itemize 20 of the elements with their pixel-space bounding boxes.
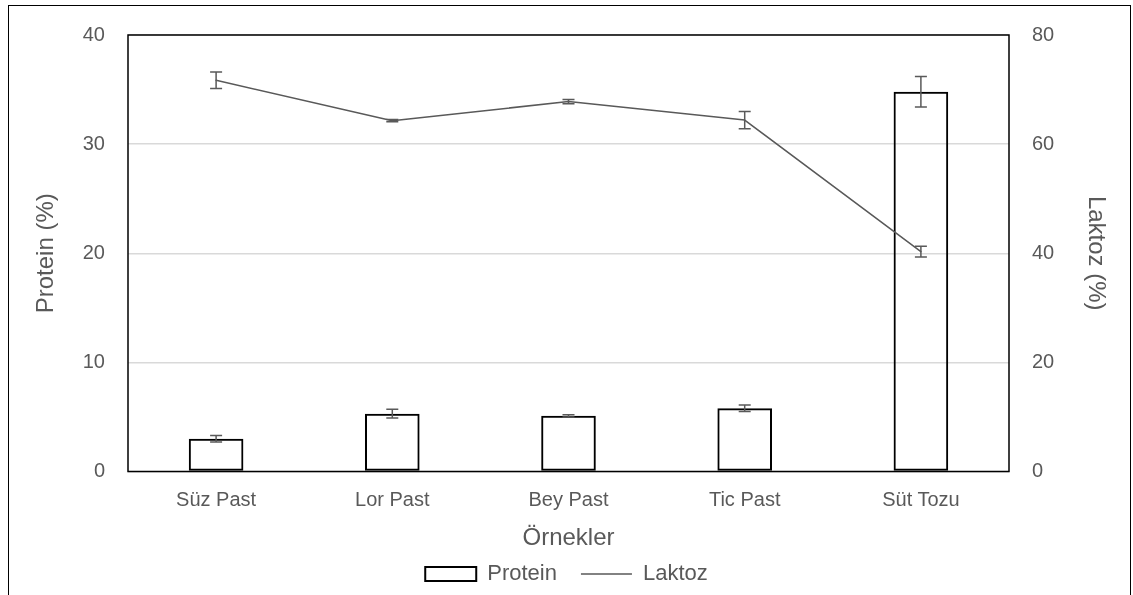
y-tick-label: 10 [82,349,105,372]
y-tick-label: 30 [82,131,105,154]
y-tick-label: 40 [82,22,105,45]
y-axis-title: Protein (%) [31,193,59,314]
x-tick-label: Lor Past [355,488,430,511]
y2-tick-label: 0 [1032,459,1044,482]
x-axis-title: Örnekler [522,523,615,551]
y2-tick-label: 80 [1032,22,1055,45]
x-tick-label: Süz Past [176,488,257,511]
y-tick-label: 20 [82,240,105,263]
y2-tick-label: 20 [1032,349,1055,372]
y2-tick-label: 40 [1032,240,1055,263]
y2-axis-title: Laktoz (%) [1083,195,1111,311]
x-tick-label: Tic Past [708,488,781,511]
x-tick-label: Süt Tozu [882,488,960,511]
y-tick-label: 0 [93,459,105,482]
x-tick-label: Bey Past [528,488,609,511]
legend-label: Laktoz [642,560,708,586]
legend-label: Protein [487,560,557,586]
y2-tick-label: 60 [1032,131,1055,154]
